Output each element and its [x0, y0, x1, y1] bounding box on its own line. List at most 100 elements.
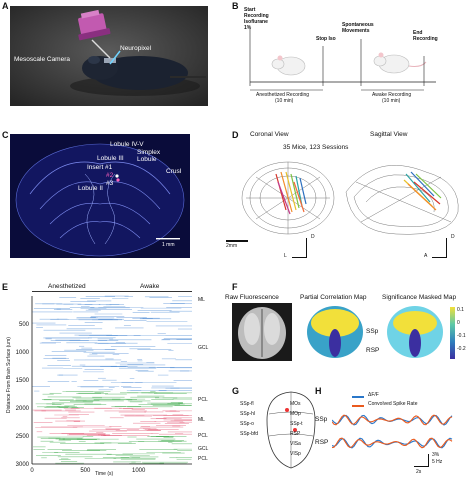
panel-d-probe-tracks — [236, 152, 472, 244]
atlas-label-ssp-t: SSp-t — [290, 421, 303, 427]
layer-label-ml-2: ML — [198, 417, 205, 423]
awake-mouse-icon — [373, 52, 427, 74]
atlas-label-ssp-o: SSp-o — [240, 421, 254, 427]
spike-rate-trace — [332, 437, 453, 449]
atlas-label-mos: MOs — [290, 401, 301, 407]
layer-label-ml-1: ML — [198, 297, 205, 303]
region-insert-2: #2 — [106, 172, 114, 179]
region-lobule-iv-v: Lobule IV-V — [110, 141, 144, 148]
raw-fluorescence-image — [232, 303, 292, 361]
brain-wireframe-tracks — [241, 161, 459, 235]
coronal-axis-l-label: L — [284, 253, 287, 259]
region-crusi: CrusI — [166, 168, 182, 175]
trace-scale-seconds: 2s — [416, 469, 422, 475]
probe-label: Neuropixel — [120, 45, 152, 52]
raster-y-tick-label: 3000 — [16, 462, 30, 468]
colorbar-tick-3: -0.2 — [457, 346, 466, 352]
coronal-axis-indicator-h — [292, 257, 307, 258]
atlas-outline — [265, 390, 317, 470]
region-insert-3: #3 — [106, 180, 114, 187]
raster-x-tick-label: 0 — [30, 468, 34, 474]
significance-masked-title: Significance Masked Map — [382, 294, 457, 301]
session-count: 35 Mice, 123 Sessions — [283, 144, 349, 151]
colorbar-tick-0: 0.1 — [457, 307, 464, 313]
panel-c-histology — [10, 134, 190, 258]
region-insert-1: Insert #1 — [87, 164, 113, 171]
trace-scale-hz: 5 Hz — [432, 459, 443, 465]
event-end-label: End Recording — [413, 30, 438, 42]
raster-xlabel: Time (s) — [95, 471, 114, 477]
raster-y-tick-label: 500 — [19, 322, 30, 328]
event-spontaneous-label: Spontaneous Movements — [342, 22, 374, 34]
histology-scalebar-label: 1 mm — [162, 242, 175, 248]
phase-anesthetized-duration: (10 min) — [275, 98, 294, 104]
panel-c-letter: C — [2, 130, 9, 140]
trace-scalebar-h — [414, 466, 429, 467]
sagittal-axis-indicator-h — [432, 257, 447, 258]
legend-dff-label: ΔF/F — [368, 392, 379, 398]
colorbar-tick-2: -0.1 — [457, 333, 466, 339]
legend-spike-label: Convolved Spike Rate — [368, 401, 418, 407]
event-start-label: Start Recording Isoflurane 1% — [244, 7, 269, 31]
panel-d-letter: D — [232, 130, 239, 140]
layer-label-gcl-1: GCL — [198, 345, 209, 351]
panel-f-letter: F — [232, 282, 238, 292]
region-lobule-iii: Lobule III — [97, 155, 124, 162]
legend-spike-swatch — [352, 405, 364, 407]
panel-e-letter: E — [2, 282, 9, 292]
phase-awake-duration: (10 min) — [382, 98, 401, 104]
colorbar-tick-1: 0 — [457, 320, 460, 326]
raster-y-tick-label: 1000 — [16, 350, 30, 356]
significance-colorbar — [450, 307, 455, 359]
atlas-label-rsp: RSP — [290, 431, 301, 437]
raster-x-tick-label: 1000 — [132, 468, 146, 474]
atlas-label-ssp-bfd: SSp-bfd — [240, 431, 259, 437]
significance-masked-map — [384, 305, 446, 359]
raster-y-tick-label: 2500 — [16, 434, 30, 440]
mouse-photo-illustration — [10, 6, 208, 106]
state-awake-label: Awake — [140, 283, 160, 290]
sagittal-axis-indicator — [446, 238, 447, 258]
trace-scale-percent: 3% — [432, 452, 440, 458]
panel-a-photo — [10, 6, 208, 106]
coronal-axis-d-label: D — [311, 234, 315, 240]
coronal-view-title: Coronal View — [250, 131, 289, 138]
raster-ylabel: Distance From Brain Surface (um) — [6, 337, 12, 413]
raster-x-tick-label: 500 — [80, 468, 91, 474]
trace-row-rsp-label: RSP — [315, 439, 329, 446]
state-anesthetized-label: Anesthetized — [48, 283, 86, 290]
raster-y-tick-label: 1500 — [16, 378, 30, 384]
cerebellum-section-image — [15, 143, 185, 257]
phase-awake-name: Awake Recording — [372, 92, 412, 98]
raw-fluorescence-title: Raw Fluorescence — [225, 294, 279, 301]
panel-h-letter: H — [315, 386, 322, 396]
legend-dff-swatch — [352, 396, 364, 398]
layer-label-pcl-1: PCL — [198, 397, 208, 403]
layer-label-gcl-2: GCL — [198, 446, 209, 452]
region-simplex-lobule: Simplex Lobule — [137, 149, 161, 163]
atlas-label-visa: VISa — [290, 441, 301, 447]
trace-scalebar-v — [428, 454, 429, 466]
panel-b-timeline — [236, 6, 472, 116]
raster-y-tick-label: 2000 — [16, 406, 30, 412]
region-lobule-ii: Lobule II — [78, 185, 103, 192]
sagittal-view-title: Sagittal View — [370, 131, 408, 138]
timeline-illustration — [249, 29, 436, 91]
coronal-axis-indicator — [306, 238, 307, 258]
panel-a-letter: A — [2, 1, 9, 11]
ssp-region-label: SSp — [366, 328, 379, 335]
coronal-scalebar-label: 2mm — [226, 243, 238, 249]
layer-label-pcl-2: PCL — [198, 433, 208, 439]
atlas-label-mop: MOp — [290, 411, 301, 417]
atlas-label-ssp-hl: SSp-hl — [240, 411, 256, 417]
event-stop-iso-label: Stop Iso — [316, 36, 336, 42]
atlas-label-visp: VISp — [290, 451, 301, 457]
phase-anesthetized-name: Anesthetized Recording — [256, 92, 310, 98]
sagittal-axis-a-label: A — [424, 253, 428, 259]
atlas-label-ssp-fl: SSp-fl — [240, 401, 254, 407]
trace-row-ssp-label: SSp — [315, 416, 328, 423]
coronal-scalebar — [226, 240, 248, 242]
partial-correlation-map — [304, 305, 366, 359]
panel-b-letter: B — [232, 1, 239, 11]
